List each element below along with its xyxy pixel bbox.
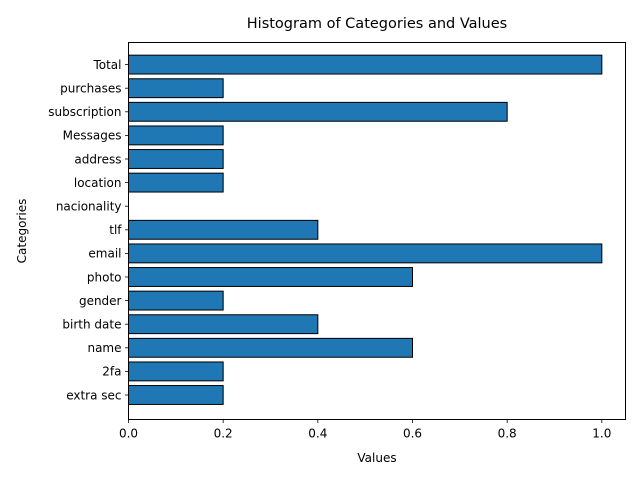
y-tick-label: birth date [62,318,121,332]
x-tick-label: 0.8 [498,427,517,441]
bar-location [128,172,224,193]
bar-total [128,54,603,75]
bar-subscription [128,101,508,122]
y-tick-label: 2fa [102,365,121,379]
bar-messages [128,125,224,146]
x-ticks-group: 0.0 0.2 0.4 0.6 0.8 1.0 [119,419,611,441]
y-tick-label: email [88,247,121,261]
x-axis-label: Values [357,451,396,465]
bar-2fa [128,361,224,382]
y-tick-label: purchases [60,82,121,96]
y-tick-label: name [87,341,121,355]
x-tick-label: 1.0 [592,427,611,441]
y-axis-label: Categories [15,199,29,264]
bar-extra-sec [128,385,224,405]
y-ticks-group: extra sec 2fa name birth date gender photo ema… [48,58,129,402]
bar-address [128,149,224,169]
y-tick-label: photo [87,270,122,284]
bar-email [128,243,603,264]
bar-tlf [128,219,319,240]
x-tick-label: 0.0 [119,427,138,441]
y-tick-label: Total [92,58,121,72]
bar-birth-date [128,314,319,335]
y-tick-label: location [74,176,122,190]
chart-title: Histogram of Categories and Values [247,16,507,32]
bar-gender [128,290,224,311]
y-tick-label: subscription [48,105,121,119]
y-tick-label: address [74,152,121,166]
y-tick-label: nacionality [56,200,122,214]
x-tick-label: 0.4 [308,427,327,441]
y-tick-label: extra sec [66,388,121,402]
bar-purchases [128,78,224,99]
bar-photo [128,267,413,287]
y-tick-label: Messages [63,129,122,143]
x-tick-label: 0.6 [403,427,422,441]
plot-frame [128,42,626,420]
y-tick-label: tlf [109,223,122,237]
x-tick-label: 0.2 [214,427,233,441]
bar-name [128,337,413,358]
y-tick-label: gender [79,294,122,308]
bars-group [128,54,603,405]
